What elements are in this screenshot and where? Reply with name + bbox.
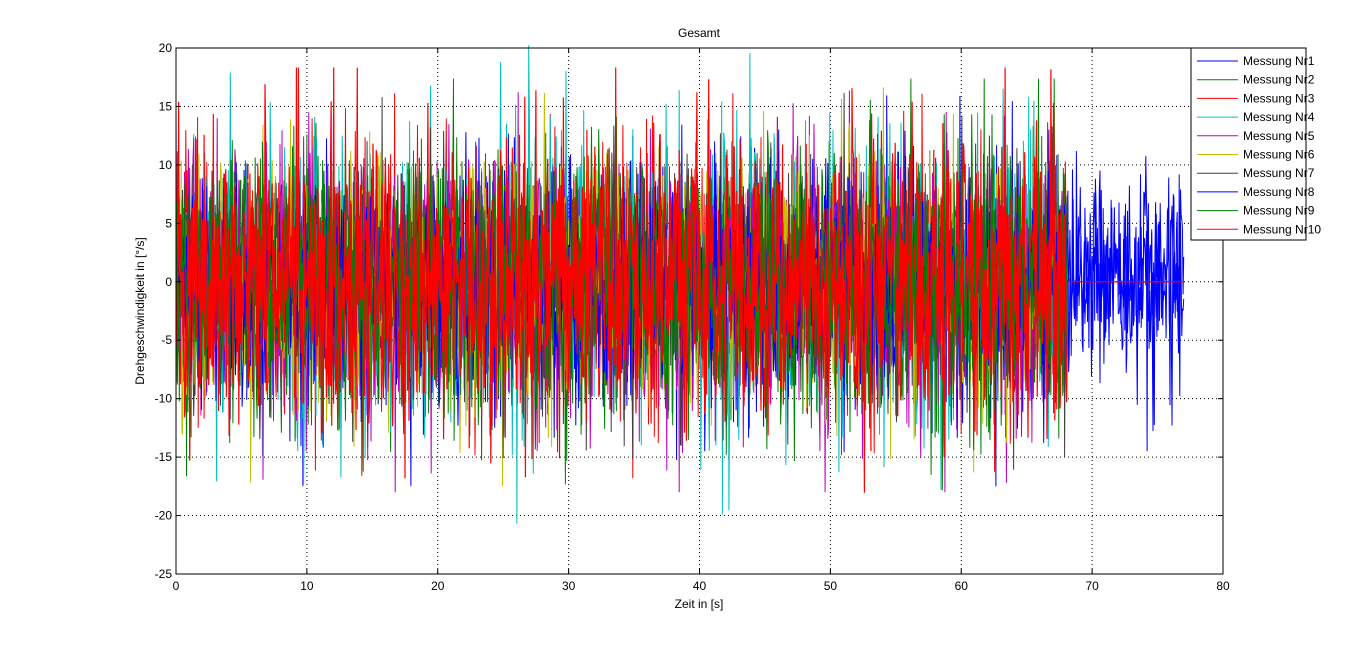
- y-tick-label: 20: [159, 41, 173, 55]
- x-tick-label: 10: [300, 579, 314, 593]
- x-tick-label: 50: [824, 579, 838, 593]
- ticks: 0 10 20 30 40 50 60 70 80 -25 -20 -15 -10 -5 0 5 10 15 20: [155, 41, 1230, 593]
- legend: Messung Nr1 Messung Nr2 Messung Nr3 Messung…: [1190, 47, 1321, 241]
- legend-label: Messung Nr10: [1243, 222, 1321, 236]
- x-tick-label: 0: [173, 579, 180, 593]
- y-tick-label: -20: [155, 509, 173, 523]
- x-tick-label: 80: [1216, 579, 1230, 593]
- x-tick-label: 70: [1085, 579, 1099, 593]
- legend-label: Messung Nr1: [1243, 54, 1315, 68]
- legend-label: Messung Nr7: [1243, 166, 1315, 180]
- y-tick-label: 15: [159, 99, 173, 113]
- y-tick-label: -10: [155, 392, 173, 406]
- legend-label: Messung Nr4: [1243, 110, 1315, 124]
- y-tick-label: -15: [155, 450, 173, 464]
- y-tick-label: 5: [165, 216, 172, 230]
- series-line-8-tail: [1066, 150, 1185, 432]
- legend-label: Messung Nr5: [1243, 129, 1315, 143]
- series-layer: [175, 45, 1185, 524]
- y-tick-label: -25: [155, 567, 173, 581]
- legend-label: Messung Nr8: [1243, 185, 1315, 199]
- y-tick-label: 10: [159, 158, 173, 172]
- x-axis-label: Zeit in [s]: [675, 597, 724, 611]
- y-tick-label: 0: [165, 275, 172, 289]
- series-line-10: [175, 67, 1184, 493]
- x-tick-label: 60: [955, 579, 969, 593]
- chart-title: Gesamt: [678, 26, 721, 40]
- y-tick-label: -5: [161, 333, 172, 347]
- legend-label: Messung Nr6: [1243, 148, 1315, 162]
- legend-label: Messung Nr2: [1243, 73, 1315, 87]
- x-tick-label: 30: [562, 579, 576, 593]
- x-tick-label: 20: [431, 579, 445, 593]
- legend-label: Messung Nr3: [1243, 91, 1315, 105]
- x-tick-label: 40: [693, 579, 707, 593]
- legend-label: Messung Nr9: [1243, 204, 1315, 218]
- y-axis-label: Drehgeschwindigkeit in [°/s]: [133, 237, 147, 385]
